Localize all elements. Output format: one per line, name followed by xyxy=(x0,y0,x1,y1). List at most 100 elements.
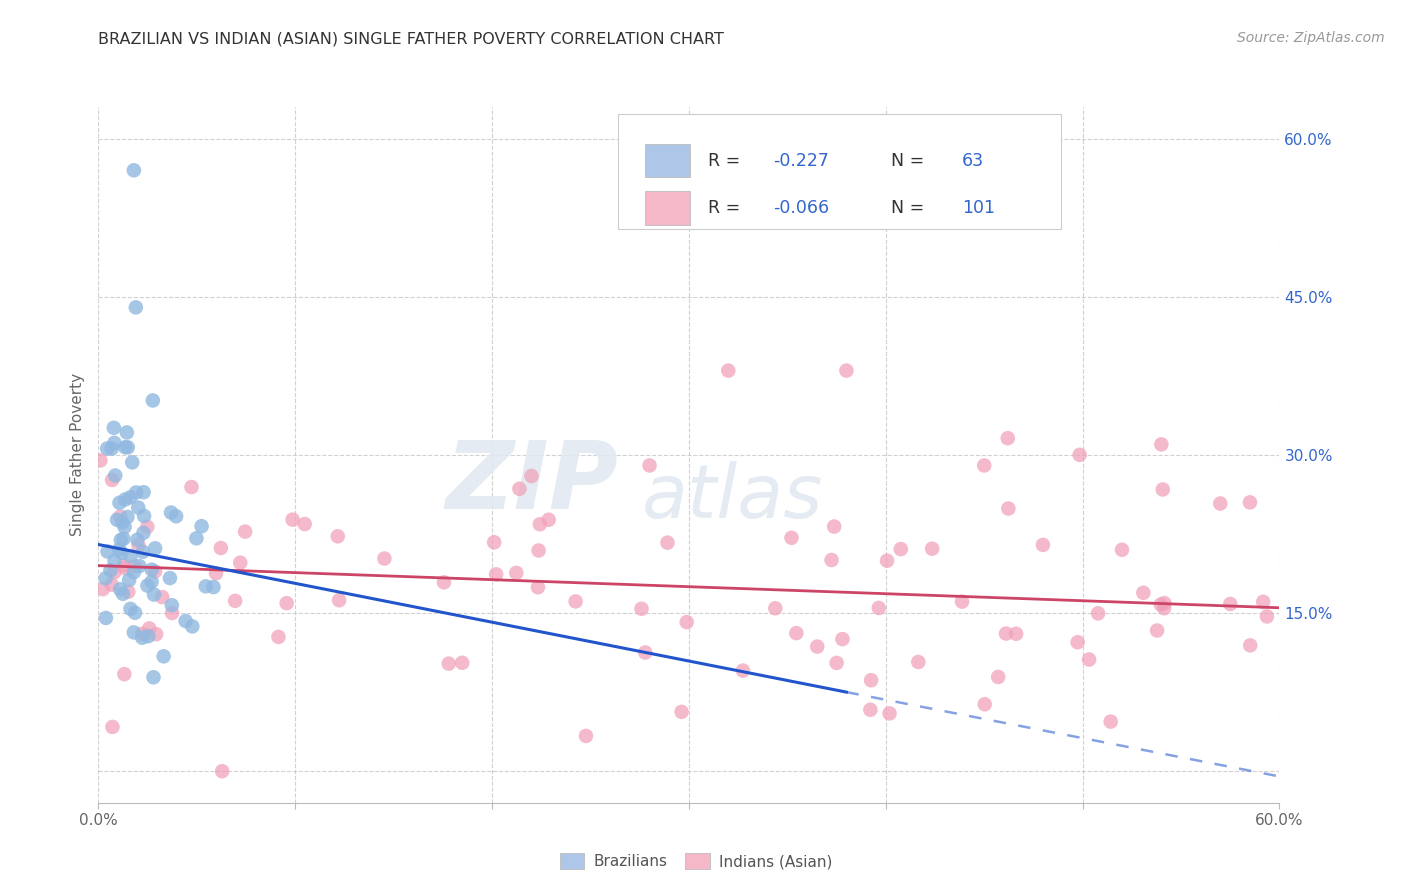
Point xyxy=(820,553,842,567)
Point xyxy=(973,458,995,473)
Point xyxy=(94,571,117,585)
Point xyxy=(1066,635,1088,649)
Point xyxy=(122,565,145,579)
Point xyxy=(1150,598,1173,612)
Point xyxy=(973,698,995,712)
Point xyxy=(1239,495,1261,509)
Point xyxy=(160,606,183,620)
Point xyxy=(181,619,204,633)
Point xyxy=(108,542,131,557)
Text: BRAZILIAN VS INDIAN (ASIAN) SINGLE FATHER POVERTY CORRELATION CHART: BRAZILIAN VS INDIAN (ASIAN) SINGLE FATHE… xyxy=(98,31,724,46)
Point xyxy=(879,706,901,721)
Point xyxy=(112,558,135,573)
Point xyxy=(1153,596,1175,610)
Point xyxy=(100,563,122,577)
Point xyxy=(145,627,167,641)
Point xyxy=(118,573,141,587)
Point xyxy=(575,729,598,743)
Point xyxy=(995,626,1018,640)
Point xyxy=(111,587,134,601)
Point xyxy=(373,551,395,566)
Point xyxy=(141,563,163,577)
Point xyxy=(112,532,135,546)
Text: ZIP: ZIP xyxy=(446,437,619,529)
Point xyxy=(128,559,150,574)
Point xyxy=(138,622,160,636)
Point xyxy=(1032,538,1054,552)
Point xyxy=(785,626,807,640)
Point xyxy=(111,516,134,530)
Point xyxy=(143,565,166,579)
Point xyxy=(921,541,943,556)
Point xyxy=(433,575,456,590)
Point xyxy=(890,542,912,557)
Point xyxy=(825,656,848,670)
Point xyxy=(143,541,166,556)
Point xyxy=(103,421,125,435)
Point xyxy=(122,625,145,640)
Point xyxy=(136,629,159,643)
Y-axis label: Single Father Poverty: Single Father Poverty xyxy=(70,374,86,536)
Point xyxy=(141,574,163,589)
Point xyxy=(1152,483,1174,497)
Point xyxy=(1153,601,1175,615)
Point xyxy=(860,673,883,688)
Point xyxy=(997,501,1019,516)
Point xyxy=(120,491,142,505)
Point xyxy=(96,442,118,456)
Text: 101: 101 xyxy=(962,199,995,217)
Point xyxy=(1219,597,1241,611)
Point xyxy=(110,533,132,547)
Point xyxy=(108,582,131,597)
Point xyxy=(125,485,148,500)
Point xyxy=(124,606,146,620)
Point xyxy=(94,611,117,625)
Point xyxy=(638,458,661,473)
Point xyxy=(527,543,550,558)
Point xyxy=(131,627,153,641)
Point xyxy=(103,554,125,568)
Point xyxy=(1256,609,1278,624)
Point xyxy=(451,656,474,670)
Point xyxy=(114,440,136,454)
Point xyxy=(831,632,853,647)
Point xyxy=(101,720,124,734)
Bar xyxy=(645,144,690,178)
Point xyxy=(1239,638,1261,652)
Point xyxy=(114,520,136,534)
Point xyxy=(152,649,174,664)
Point xyxy=(224,594,246,608)
Point xyxy=(630,601,652,615)
Point xyxy=(205,566,228,581)
Point xyxy=(763,601,786,615)
Point xyxy=(907,655,929,669)
Point xyxy=(100,577,122,591)
Point xyxy=(136,579,159,593)
Bar xyxy=(645,191,690,225)
Point xyxy=(806,640,828,654)
Point xyxy=(104,468,127,483)
Point xyxy=(202,580,225,594)
Point xyxy=(194,579,217,593)
Point xyxy=(190,519,212,533)
Point xyxy=(1209,496,1232,510)
Point xyxy=(1078,652,1101,666)
Point xyxy=(101,473,124,487)
Point xyxy=(876,554,898,568)
Point xyxy=(1146,624,1168,638)
Point xyxy=(211,764,233,779)
Point xyxy=(823,519,845,533)
Point xyxy=(233,524,256,539)
Point xyxy=(527,580,550,594)
Point xyxy=(124,559,146,574)
Point xyxy=(1132,586,1154,600)
Point xyxy=(634,645,657,659)
Point xyxy=(868,601,890,615)
Point xyxy=(482,535,505,549)
Point xyxy=(1099,714,1122,729)
Point xyxy=(150,590,173,604)
Point xyxy=(100,442,122,456)
Point xyxy=(117,510,139,524)
Point xyxy=(281,513,304,527)
Point xyxy=(105,513,128,527)
